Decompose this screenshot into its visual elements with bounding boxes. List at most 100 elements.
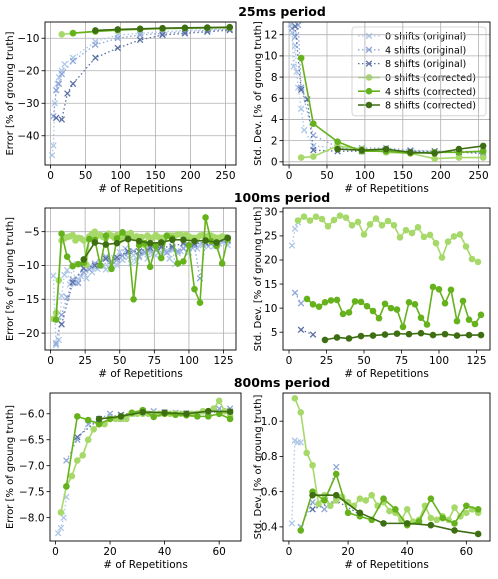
data-point-corr0 <box>384 217 392 225</box>
data-point-corr4 <box>196 299 204 306</box>
data-point-corr0 <box>468 255 476 263</box>
y-axis-label: Error [% of groung truth] <box>5 31 16 155</box>
data-point-orig0 <box>50 142 57 149</box>
y-tick-label: −5 <box>24 226 39 238</box>
data-point-orig8 <box>102 255 110 262</box>
data-point-corr0 <box>315 500 322 508</box>
series-line-orig8 <box>56 29 230 121</box>
y-tick-label: −20 <box>17 328 39 340</box>
data-point-corr8 <box>224 234 231 242</box>
data-point-orig4 <box>130 248 137 255</box>
data-point-orig4 <box>136 31 144 39</box>
data-point-corr4 <box>357 298 365 306</box>
data-point-corr4 <box>297 54 305 62</box>
data-point-orig0 <box>61 271 68 279</box>
data-point-corr0 <box>372 215 380 222</box>
series-line-orig4 <box>291 24 484 152</box>
x-axis-label: # of Repetitions <box>344 368 429 380</box>
y-tick-label: 8 <box>271 72 278 84</box>
data-point-corr8 <box>393 330 401 337</box>
x-tick-label: 20 <box>103 546 116 558</box>
series-line-corr8 <box>312 494 479 535</box>
data-point-corr0 <box>312 213 320 220</box>
x-tick-label: 0 <box>52 546 59 558</box>
data-point-corr4 <box>157 254 165 262</box>
data-point-corr0 <box>444 238 452 245</box>
data-point-corr4 <box>152 242 160 250</box>
data-point-corr4 <box>417 314 425 322</box>
data-point-corr8 <box>465 331 473 339</box>
chart-panel-r1a: 0 25 50 75 100 125−20−15−10−5# of Repetitions… <box>5 190 330 380</box>
data-point-orig4 <box>74 279 82 287</box>
data-point-corr0 <box>332 497 340 504</box>
data-point-corr0 <box>291 394 299 402</box>
data-point-corr8 <box>136 25 144 33</box>
y-tick-label: −8.0 <box>19 512 45 524</box>
data-point-corr0 <box>73 457 81 464</box>
data-point-corr8 <box>429 331 437 339</box>
data-point-corr0 <box>310 153 317 160</box>
data-point-corr4 <box>405 299 413 306</box>
data-point-corr0 <box>330 216 338 224</box>
data-point-corr8 <box>369 332 377 339</box>
data-point-orig4 <box>159 30 166 37</box>
data-point-orig8 <box>310 146 317 154</box>
series-group <box>288 394 482 538</box>
data-point-corr4 <box>146 263 154 271</box>
x-tick-label: 250 <box>469 170 489 182</box>
data-point-corr8 <box>333 334 341 341</box>
legend-box <box>351 26 487 117</box>
y-tick-label: 10 <box>264 303 277 315</box>
data-point-corr4 <box>204 413 212 420</box>
data-point-corr4 <box>315 303 323 310</box>
data-point-corr8 <box>113 239 121 247</box>
x-axis-label: # of Repetitions <box>344 183 429 195</box>
data-point-orig8 <box>69 279 76 286</box>
data-point-corr0 <box>327 502 334 510</box>
data-point-corr0 <box>378 222 386 229</box>
axes-frame <box>282 21 491 166</box>
legend-label: 4 shifts (corrected) <box>385 87 476 98</box>
data-point-corr8 <box>309 491 316 499</box>
data-point-corr0 <box>215 397 223 405</box>
y-tick-label: −6.5 <box>19 434 45 446</box>
data-point-orig8 <box>291 22 299 30</box>
data-point-corr0 <box>354 218 362 226</box>
x-tick-label: 60 <box>460 546 473 558</box>
data-point-corr4 <box>415 518 423 525</box>
data-point-corr4 <box>387 304 395 312</box>
data-point-corr0 <box>356 495 364 503</box>
data-point-corr0 <box>68 472 76 480</box>
data-point-corr4 <box>113 235 121 242</box>
axes-frame <box>44 21 237 166</box>
x-tick-label: 125 <box>466 355 486 367</box>
data-point-corr4 <box>108 265 115 273</box>
data-point-corr8 <box>382 145 390 153</box>
data-point-corr8 <box>191 237 198 245</box>
data-point-corr8 <box>204 24 211 31</box>
data-point-orig4 <box>146 246 154 254</box>
y-tick-label: −10 <box>17 260 39 272</box>
y-tick-label: 6 <box>271 93 278 105</box>
data-point-corr0 <box>297 409 305 416</box>
data-point-corr0 <box>79 452 87 459</box>
data-point-orig0 <box>291 437 299 444</box>
data-point-corr4 <box>334 138 341 145</box>
data-point-corr4 <box>218 260 226 267</box>
data-point-corr4 <box>447 286 455 294</box>
data-point-orig8 <box>136 36 144 44</box>
chart-panel-r1b: 0 25 50 75 100 125 5 10 15 20 25 30 # of Repetitions… <box>253 207 491 380</box>
series-line-corr4 <box>299 473 479 531</box>
data-point-corr4 <box>191 285 198 293</box>
data-point-orig4 <box>163 249 171 256</box>
legend-marker-orig0 <box>365 32 373 40</box>
data-point-corr0 <box>414 223 422 231</box>
data-point-corr0 <box>57 509 65 516</box>
data-point-orig4 <box>191 242 198 250</box>
x-tick-label: 200 <box>431 170 451 182</box>
data-point-corr4 <box>84 416 92 424</box>
data-point-corr4 <box>392 505 399 513</box>
x-tick-label: 100 <box>179 355 199 367</box>
data-point-orig4 <box>113 256 121 264</box>
